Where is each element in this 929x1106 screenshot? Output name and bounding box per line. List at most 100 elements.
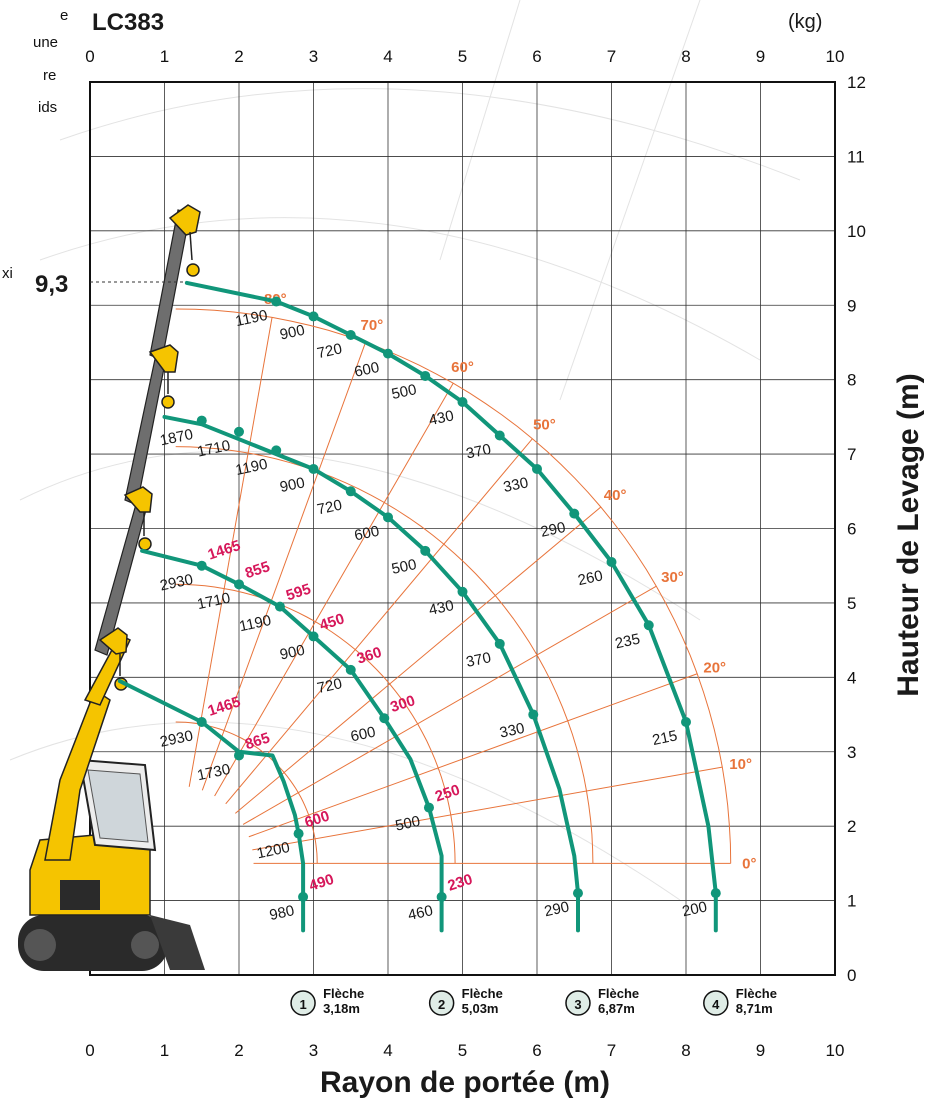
x-tick-label: 3 xyxy=(309,1041,318,1060)
x-tick-label: 2 xyxy=(234,1041,243,1060)
load-label: 290 xyxy=(543,898,571,920)
load-label: 1730 xyxy=(196,761,232,785)
load-point xyxy=(293,828,304,839)
load-labels: 2930 1465 1730 865 1200 600 980 490 2930 1465 1710… xyxy=(158,307,708,924)
load-point xyxy=(383,348,393,359)
angle-label: 60° xyxy=(451,359,474,376)
unit-label: (kg) xyxy=(788,11,822,33)
load-point xyxy=(494,638,505,649)
boom-number: 3 xyxy=(574,997,581,1012)
x-top-tick-label: 3 xyxy=(309,47,318,66)
load-label-red: 450 xyxy=(317,610,346,634)
load-label-red: 230 xyxy=(446,871,475,895)
boom-section-2 xyxy=(94,489,151,656)
angle-ray xyxy=(214,382,454,797)
x-top-tick-label: 2 xyxy=(234,47,243,66)
boom-length: 8,71m xyxy=(736,1001,773,1016)
load-point xyxy=(345,664,356,675)
load-label: 500 xyxy=(390,381,418,403)
load-point xyxy=(271,445,282,456)
model-title: LC383 xyxy=(92,9,164,36)
boom-name: Flèche xyxy=(462,986,503,1001)
load-label: 2930 xyxy=(158,727,194,751)
load-point xyxy=(234,750,244,761)
plot-frame xyxy=(89,81,836,976)
x-tick-label: 5 xyxy=(458,1041,467,1060)
boom-2-curve xyxy=(140,548,444,933)
load-curves xyxy=(117,280,721,933)
boom-name: Flèche xyxy=(736,986,777,1001)
load-point xyxy=(308,463,319,474)
x-tick-label: 8 xyxy=(681,1041,690,1060)
load-point xyxy=(420,545,431,556)
load-label-red: 360 xyxy=(355,644,384,668)
x-top-tick-label: 6 xyxy=(532,47,541,66)
y-tick-label: 1 xyxy=(847,892,856,911)
load-point xyxy=(681,716,691,727)
load-label: 600 xyxy=(349,724,377,746)
load-label: 900 xyxy=(278,322,306,344)
x-tick-label: 7 xyxy=(607,1041,616,1060)
boom-name: Flèche xyxy=(598,986,639,1001)
load-label: 370 xyxy=(465,649,493,671)
x-tick-label: 10 xyxy=(826,1041,845,1060)
load-label: 1190 xyxy=(234,307,269,330)
load-label: 980 xyxy=(268,902,296,924)
load-label: 235 xyxy=(614,631,642,653)
load-point xyxy=(423,802,434,813)
boom-head-3 xyxy=(148,344,179,373)
y-tick-label: 0 xyxy=(847,966,856,985)
boom-head-4 xyxy=(168,204,201,236)
load-point xyxy=(436,891,447,902)
x-top-tick-label: 5 xyxy=(458,47,467,66)
load-point xyxy=(274,601,285,612)
load-point xyxy=(528,709,539,720)
y-tick-label: 4 xyxy=(847,668,856,687)
load-label: 600 xyxy=(353,359,381,381)
cab-window xyxy=(87,769,149,843)
boom-name: Flèche xyxy=(323,986,364,1001)
hook-3 xyxy=(161,372,175,409)
boom-length: 6,87m xyxy=(598,1001,635,1016)
load-label: 430 xyxy=(427,597,455,619)
load-point xyxy=(710,888,721,899)
angle-label: 70° xyxy=(361,317,384,334)
x-top-tick-label: 10 xyxy=(826,47,845,66)
y-axis-title: Hauteur de Levage (m) xyxy=(892,373,925,696)
x-tick-label: 0 xyxy=(85,1041,94,1060)
angle-label: 30° xyxy=(661,569,684,586)
load-point xyxy=(271,296,282,307)
load-point xyxy=(643,620,654,631)
x-top-tick-label: 1 xyxy=(160,47,169,66)
angle-label: 10° xyxy=(729,756,752,773)
load-label: 430 xyxy=(427,407,455,429)
track xyxy=(18,915,168,971)
load-label-red: 600 xyxy=(303,808,332,832)
x-tick-label: 4 xyxy=(383,1041,392,1060)
boom-3-curve xyxy=(162,414,580,933)
angle-ray xyxy=(242,585,657,825)
boom-badge-1 xyxy=(290,990,316,1016)
boom-section-3 xyxy=(124,344,169,506)
max-height-value: 9,3 xyxy=(35,271,68,298)
left-text-fragments: e une re ids xi xyxy=(2,7,68,282)
track-wheel xyxy=(131,931,159,959)
y-tick-label: 11 xyxy=(847,147,865,166)
y-tick-label: 12 xyxy=(847,73,866,92)
max-label-fragment: xi xyxy=(2,265,13,282)
angle-label: 0° xyxy=(742,855,756,872)
angle-ray xyxy=(234,506,602,814)
boom-length: 5,03m xyxy=(462,1001,499,1016)
hook-4 xyxy=(186,231,200,277)
load-label: 200 xyxy=(681,898,709,920)
load-label-red: 1465 xyxy=(206,537,243,563)
angle-ray xyxy=(225,438,533,805)
load-point xyxy=(196,716,207,727)
load-label: 370 xyxy=(465,441,493,463)
load-point xyxy=(457,586,468,597)
load-point xyxy=(308,311,319,322)
x-top-tick-label: 0 xyxy=(85,47,94,66)
load-label: 460 xyxy=(406,902,434,924)
angle-arc xyxy=(175,308,732,864)
